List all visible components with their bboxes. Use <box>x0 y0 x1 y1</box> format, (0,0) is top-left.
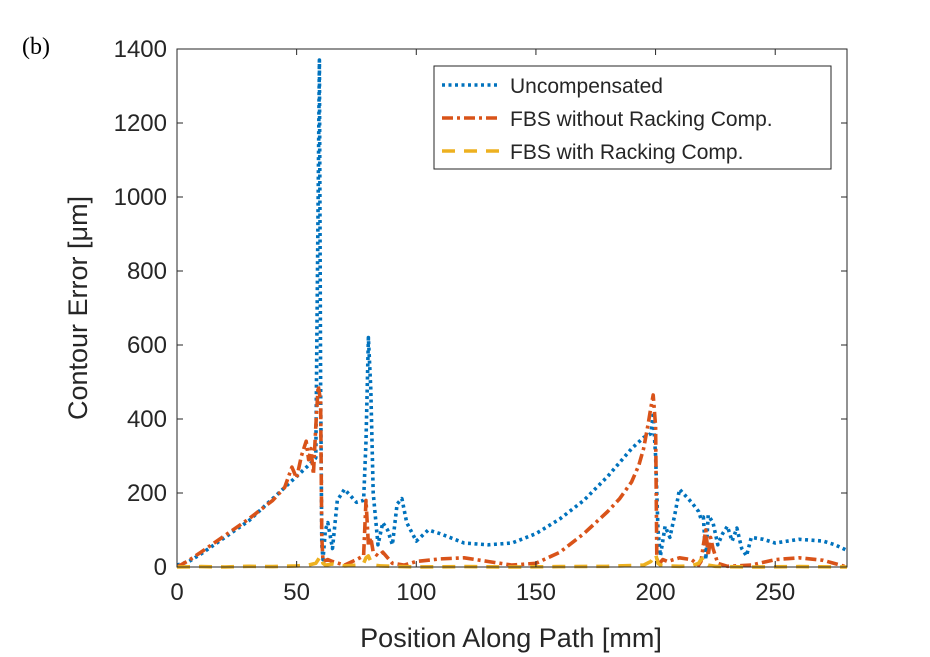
x-tick-label: 0 <box>170 579 183 606</box>
legend: Uncompensated FBS without Racking Comp. FB… <box>433 65 832 170</box>
legend-label-2: FBS without Racking Comp. <box>510 108 773 131</box>
legend-box <box>433 65 832 170</box>
y-tick-label: 600 <box>127 332 167 359</box>
y-axis: 0 200 400 600 800 1000 1200 1400 <box>114 36 847 581</box>
x-tick-label: 200 <box>636 579 676 606</box>
x-tick-label: 100 <box>396 579 436 606</box>
series-line-1 <box>177 58 847 567</box>
y-axis-label: Contour Error [μm] <box>63 196 93 420</box>
y-tick-label: 0 <box>154 554 167 581</box>
series-line-3 <box>177 552 847 569</box>
x-axis: 0 50 100 150 200 250 <box>170 49 795 606</box>
panel-label: (b) <box>22 34 50 60</box>
legend-label-1: Uncompensated <box>510 75 663 98</box>
legend-label-3: FBS with Racking Comp. <box>510 141 743 164</box>
plot-area <box>176 48 848 569</box>
axes-box <box>176 48 848 568</box>
x-axis-label: Position Along Path [mm] <box>360 623 662 653</box>
y-tick-label: 800 <box>127 258 167 285</box>
y-tick-label: 1200 <box>114 110 167 137</box>
x-tick-label: 50 <box>283 579 310 606</box>
x-tick-label: 150 <box>516 579 556 606</box>
y-tick-label: 200 <box>127 480 167 507</box>
x-tick-label: 250 <box>755 579 795 606</box>
y-tick-label: 1000 <box>114 184 167 211</box>
series-line-2 <box>177 383 847 569</box>
y-tick-label: 400 <box>127 406 167 433</box>
y-tick-label: 1400 <box>114 36 167 63</box>
